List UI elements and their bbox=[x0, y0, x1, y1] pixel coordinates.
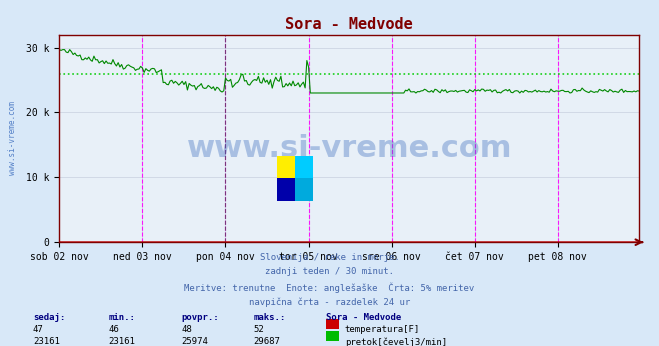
Text: www.si-vreme.com: www.si-vreme.com bbox=[186, 134, 512, 163]
Text: zadnji teden / 30 minut.: zadnji teden / 30 minut. bbox=[265, 267, 394, 276]
Text: 52: 52 bbox=[254, 325, 264, 334]
Text: 46: 46 bbox=[109, 325, 119, 334]
Bar bbox=[277, 156, 295, 178]
Text: 29687: 29687 bbox=[254, 337, 281, 346]
Text: Meritve: trenutne  Enote: anglešaške  Črta: 5% meritev: Meritve: trenutne Enote: anglešaške Črta… bbox=[185, 282, 474, 293]
Title: Sora - Medvode: Sora - Medvode bbox=[285, 17, 413, 32]
Text: povpr.:: povpr.: bbox=[181, 313, 219, 322]
Text: 25974: 25974 bbox=[181, 337, 208, 346]
Bar bbox=[277, 178, 295, 201]
Text: 23161: 23161 bbox=[109, 337, 136, 346]
Text: temperatura[F]: temperatura[F] bbox=[345, 325, 420, 334]
Bar bbox=[295, 178, 313, 201]
Text: Sora - Medvode: Sora - Medvode bbox=[326, 313, 401, 322]
Text: min.:: min.: bbox=[109, 313, 136, 322]
Text: 47: 47 bbox=[33, 325, 43, 334]
Text: www.si-vreme.com: www.si-vreme.com bbox=[8, 101, 17, 175]
Text: navpična črta - razdelek 24 ur: navpična črta - razdelek 24 ur bbox=[249, 297, 410, 307]
Text: sedaj:: sedaj: bbox=[33, 313, 65, 322]
Text: 48: 48 bbox=[181, 325, 192, 334]
Text: Slovenija / reke in morje.: Slovenija / reke in morje. bbox=[260, 253, 399, 262]
Bar bbox=[295, 156, 313, 178]
Text: maks.:: maks.: bbox=[254, 313, 286, 322]
Text: 23161: 23161 bbox=[33, 337, 60, 346]
Text: pretok[čevelj3/min]: pretok[čevelj3/min] bbox=[345, 337, 447, 346]
